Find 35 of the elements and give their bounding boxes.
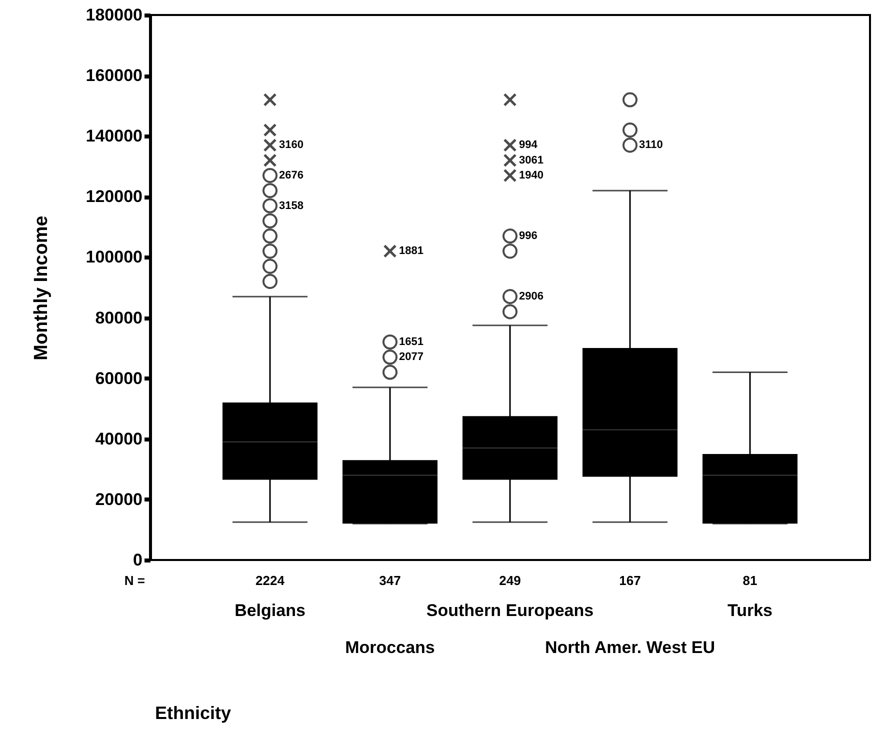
text: 2224 — [256, 573, 286, 588]
annotation: 994 — [519, 139, 538, 152]
text: 249 — [499, 573, 521, 588]
y-tick-label: 180000 — [86, 6, 142, 24]
y-tick-label: 40000 — [95, 429, 142, 448]
x-tick-label: North Amer. West EU — [544, 638, 716, 657]
annotation: 2676 — [279, 169, 304, 182]
y-tick-label: 100000 — [86, 248, 142, 267]
annotation: 3110 — [639, 139, 663, 152]
y-tick-label: 0 — [133, 550, 142, 570]
annotation: 996 — [519, 230, 538, 242]
y-axis-title: Monthly Income — [30, 216, 52, 360]
y-tick-label: 160000 — [86, 66, 142, 86]
annotation: 3061 — [519, 154, 544, 166]
text: 167 — [619, 573, 641, 588]
annotation: 2077 — [399, 351, 424, 364]
annotation: 2906 — [519, 290, 544, 303]
annotation: 1651 — [399, 336, 424, 348]
annotation: 1881 — [399, 245, 424, 258]
y-tick-label: 80000 — [95, 308, 142, 328]
x-tick-label: Turks — [727, 601, 773, 620]
annotation: 3158 — [279, 200, 304, 212]
y-tick-label: 60000 — [95, 368, 142, 388]
x-tick-label: Belgians — [234, 601, 306, 620]
y-tick-label: 20000 — [95, 490, 142, 509]
y-tick-label: 140000 — [86, 126, 142, 146]
annotation: 1940 — [519, 169, 544, 182]
annotation: 3160 — [279, 139, 304, 152]
text: N = — [124, 573, 146, 588]
x-tick-label: Moroccans — [345, 638, 435, 657]
text: 347 — [379, 573, 401, 588]
y-tick-label: 120000 — [86, 187, 142, 206]
text: 81 — [742, 573, 758, 588]
x-axis-title: Ethnicity — [155, 703, 232, 723]
x-tick-label: Southern Europeans — [426, 601, 594, 620]
